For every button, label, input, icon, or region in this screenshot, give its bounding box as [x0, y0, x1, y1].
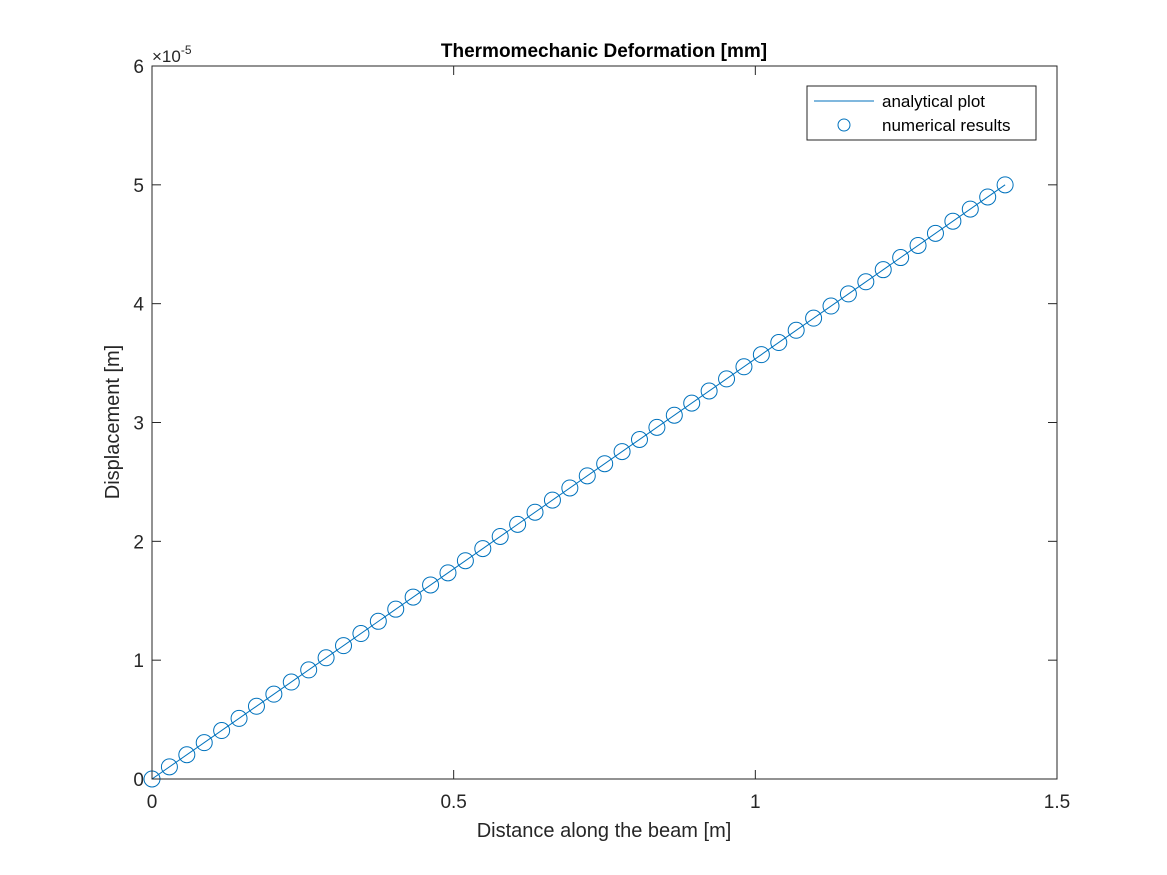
y-tick-label: 1 — [133, 651, 144, 672]
numerical-point — [300, 661, 318, 679]
y-tick-label: 3 — [133, 414, 144, 435]
numerical-point — [944, 212, 962, 230]
x-tick-label: 1.5 — [1044, 792, 1070, 813]
numerical-point — [509, 515, 527, 533]
numerical-point — [404, 588, 422, 606]
x-tick-labels: 0 0.5 1 1.5 — [147, 792, 1071, 813]
numerical-point — [718, 370, 736, 388]
legend-circle-symbol — [837, 118, 851, 132]
numerical-point — [439, 564, 457, 582]
y-tick-labels: 0 1 2 3 4 5 6 — [133, 57, 144, 791]
x-tick-label: 0 — [147, 792, 158, 813]
numerical-point — [700, 382, 718, 400]
numerical-point — [178, 746, 196, 764]
numerical-point — [352, 625, 370, 643]
numerical-point — [805, 309, 823, 327]
numerical-point — [317, 649, 335, 667]
numerical-point — [474, 540, 492, 558]
legend-label-numerical: numerical results — [882, 116, 1011, 135]
numerical-point — [752, 346, 770, 364]
numerical-point — [839, 285, 857, 303]
x-tick-label: 0.5 — [440, 792, 466, 813]
y-tick-label: 2 — [133, 532, 144, 553]
numerical-point — [369, 612, 387, 630]
numerical-point — [561, 479, 579, 497]
chart-title: Thermomechanic Deformation [mm] — [441, 41, 767, 62]
numerical-point — [596, 455, 614, 473]
numerical-point — [543, 491, 561, 509]
legend-label-analytical: analytical plot — [882, 92, 985, 111]
numerical-point — [683, 394, 701, 412]
numerical-point — [578, 467, 596, 485]
numerical-point — [648, 418, 666, 436]
numerical-point — [926, 224, 944, 242]
numerical-point — [213, 722, 231, 740]
numerical-point — [526, 503, 544, 521]
numerical-point — [857, 273, 875, 291]
numerical-point — [979, 188, 997, 206]
numerical-point — [282, 673, 300, 691]
numerical-point — [770, 334, 788, 352]
y-tick-label: 5 — [133, 176, 144, 197]
series-layer — [143, 176, 1014, 788]
numerical-point — [909, 236, 927, 254]
numerical-point — [422, 576, 440, 594]
y-tick-label: 4 — [133, 295, 144, 316]
numerical-point — [822, 297, 840, 315]
numerical-point — [665, 406, 683, 424]
numerical-point — [735, 358, 753, 376]
numerical-point — [491, 527, 509, 545]
y-axis-label: Displacement [m] — [102, 345, 124, 500]
y-multiplier: ×10-5 — [152, 43, 192, 66]
numerical-point — [247, 697, 265, 715]
numerical-point — [996, 176, 1014, 194]
numerical-point — [265, 685, 283, 703]
plot-area — [152, 66, 1057, 779]
numerical-point — [160, 758, 178, 776]
numerical-point — [456, 552, 474, 570]
numerical-point — [195, 734, 213, 752]
legend: analytical plot numerical results — [806, 85, 1037, 141]
numerical-point — [630, 430, 648, 448]
numerical-point — [613, 443, 631, 461]
numerical-point — [387, 600, 405, 618]
x-axis-label: Distance along the beam [m] — [477, 820, 732, 842]
numerical-point — [961, 200, 979, 218]
numerical-point — [335, 637, 353, 655]
numerical-point — [892, 249, 910, 267]
y-tick-label: 6 — [133, 57, 144, 78]
numerical-point — [874, 261, 892, 279]
numerical-point — [787, 321, 805, 339]
x-tick-label: 1 — [750, 792, 761, 813]
y-tick-label: 0 — [133, 770, 144, 791]
numerical-point — [230, 709, 248, 727]
analytical-line — [151, 184, 1006, 780]
axes-box — [151, 65, 1058, 780]
